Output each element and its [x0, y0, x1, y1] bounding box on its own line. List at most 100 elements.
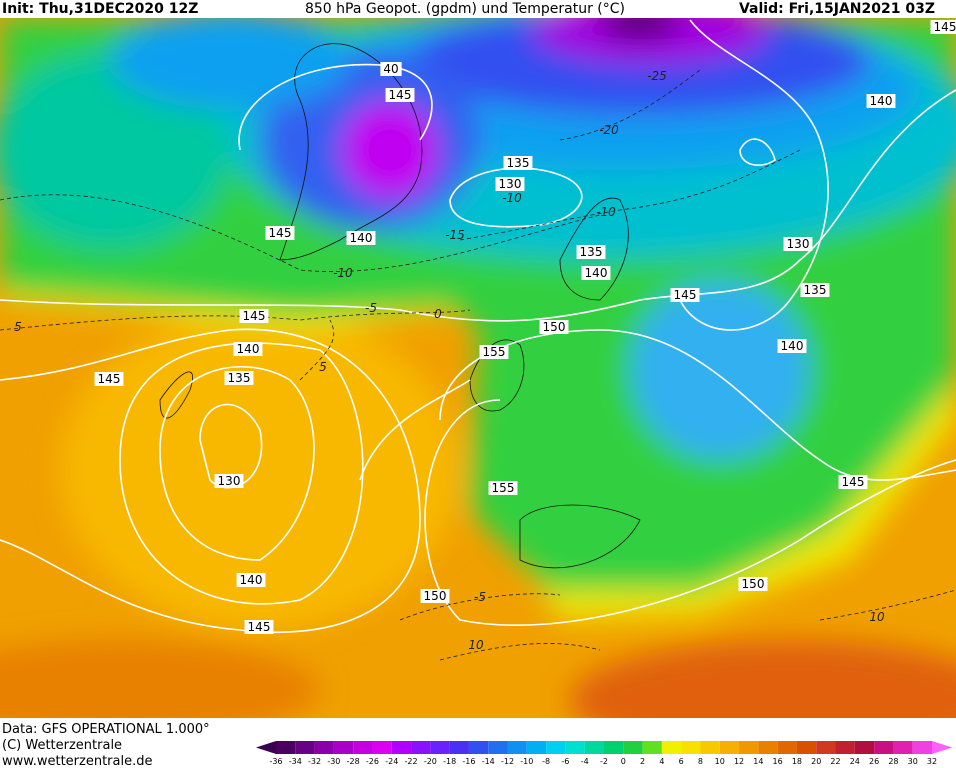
geopotential-label: 40 — [380, 62, 402, 76]
geopotential-label-text: 150 — [543, 320, 566, 334]
colorbar-swatch — [854, 741, 875, 754]
colorbar-swatch — [796, 741, 817, 754]
geopotential-label-text: 135 — [507, 156, 530, 170]
colorbar-label: 2 — [640, 757, 645, 766]
colorbar-swatch — [777, 741, 797, 754]
colorbar-label: 18 — [792, 757, 802, 766]
colorbar-swatch — [835, 741, 855, 754]
label-box — [236, 573, 266, 587]
colorbar-swatch — [642, 741, 662, 754]
colorbar-swatch — [758, 741, 778, 754]
temperature-contours — [0, 69, 956, 661]
geopotential-label: 140 — [346, 231, 376, 245]
colorbar-label: -34 — [289, 757, 302, 766]
colorbar-label: -28 — [347, 757, 360, 766]
geopotential-label: 140 — [233, 342, 263, 356]
colorbar-label: -6 — [561, 757, 569, 766]
temperature-label: 10 — [869, 610, 885, 624]
geopotential-label: 150 — [738, 577, 768, 591]
geopotential-label: 155 — [488, 481, 518, 495]
geopotential-label: 145 — [838, 475, 868, 489]
colorbar-swatch — [700, 741, 720, 754]
geopotential-label-text: 150 — [424, 589, 447, 603]
geopotential-label: 145 — [385, 88, 415, 102]
colorbar-swatch — [719, 741, 740, 754]
colorbar-label: -8 — [542, 757, 550, 766]
geopotential-label: 135 — [503, 156, 533, 170]
colorbar-swatch — [623, 741, 643, 754]
colorbar-swatch — [816, 741, 836, 754]
label-box — [539, 320, 569, 334]
label-box — [214, 474, 244, 488]
geopotential-label-text: 145 — [269, 226, 292, 240]
label-box — [244, 620, 274, 634]
geopotential-label-text: 145 — [842, 475, 865, 489]
geopotential-label-text: 140 — [237, 342, 260, 356]
geopotential-label: 140 — [236, 573, 266, 587]
colorbar-swatch — [430, 741, 450, 754]
colorbar-swatch — [314, 741, 334, 754]
geopotential-label-text: 145 — [248, 620, 271, 634]
temperature-label: -5 — [474, 590, 486, 604]
colorbar-swatch — [411, 741, 431, 754]
label-box — [503, 156, 533, 170]
geopotential-label: 145 — [265, 226, 295, 240]
temperature-label: -10 — [596, 205, 616, 219]
temperature-label: -25 — [647, 69, 667, 83]
temperature-label: -15 — [445, 228, 465, 242]
geopotential-label-text: 145 — [674, 288, 697, 302]
colorbar-swatch — [276, 741, 296, 754]
colorbar-swatch — [681, 741, 701, 754]
geopotential-label: 145 — [239, 309, 269, 323]
map-title: 850 hPa Geopot. (gpdm) und Temperatur (°… — [305, 1, 625, 17]
colorbar-swatch — [604, 741, 624, 754]
colorbar-swatch — [449, 741, 469, 754]
geopotential-label: 130 — [214, 474, 244, 488]
temperature-label: -5 — [365, 301, 377, 315]
geopotential-label-text: 155 — [492, 481, 515, 495]
colorbar-label: -18 — [443, 757, 456, 766]
geopotential-label-text: 135 — [804, 283, 827, 297]
colorbar-swatch — [584, 741, 604, 754]
geopotential-label: 135 — [224, 371, 254, 385]
label-box — [380, 62, 402, 76]
geopotential-label: 135 — [576, 245, 606, 259]
colorbar-label: 4 — [659, 757, 664, 766]
colorbar-label: -22 — [405, 757, 418, 766]
geopotential-label-text: 135 — [228, 371, 251, 385]
label-box — [239, 309, 269, 323]
geopotential-label: 150 — [420, 589, 450, 603]
geopotential-label: 145 — [930, 20, 956, 34]
geopotential-label: 150 — [539, 320, 569, 334]
colorbar-label: -32 — [308, 757, 321, 766]
label-box — [94, 372, 124, 386]
colorbar-label: -16 — [462, 757, 475, 766]
colorbar-label: 30 — [908, 757, 918, 766]
colorbar-label: -36 — [269, 757, 282, 766]
colorbar-label: -4 — [581, 757, 589, 766]
colorbar-swatch — [488, 741, 508, 754]
colorbar-arrow — [932, 741, 952, 754]
colorbar: -36 -34 -32 -30 -28 -26 -24 -22 -20 -18 -16 -14 -12-… — [256, 741, 952, 766]
geopotential-label-text: 140 — [585, 266, 608, 280]
geopotential-label-text: 40 — [383, 62, 398, 76]
label-box — [233, 342, 263, 356]
init-time: Init: Thu,31DEC2020 12Z — [2, 1, 198, 17]
data-source: Data: GFS OPERATIONAL 1.000° — [2, 722, 210, 737]
colorbar-label: -12 — [501, 757, 514, 766]
geopotential-label: 145 — [94, 372, 124, 386]
geopotential-label-text: 130 — [787, 237, 810, 251]
colorbar-swatch — [507, 741, 527, 754]
colorbar-swatch — [893, 741, 913, 754]
geopotential-label-text: 155 — [483, 345, 506, 359]
label-box — [670, 288, 700, 302]
colorbar-label: 8 — [698, 757, 703, 766]
geopotential-label-text: 140 — [350, 231, 373, 245]
colorbar-label: -24 — [385, 757, 398, 766]
colorbar-label: -20 — [424, 757, 437, 766]
colorbar-swatch — [372, 741, 392, 754]
geopotential-label-text: 150 — [742, 577, 765, 591]
temperature-label: -10 — [502, 191, 522, 205]
